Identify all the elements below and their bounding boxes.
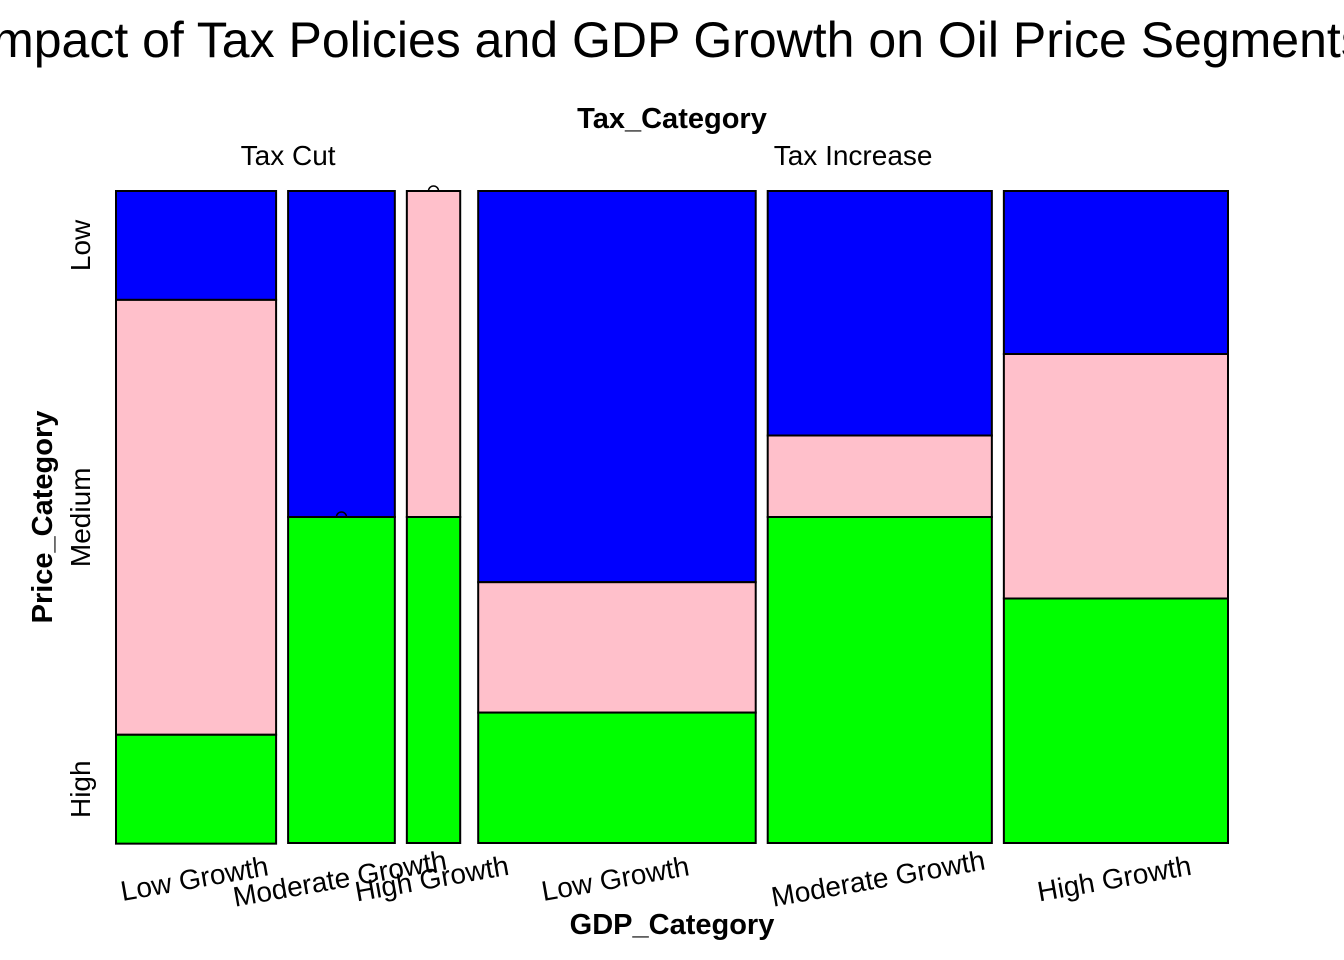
chart-title: Impact of Tax Policies and GDP Growth on…: [0, 12, 1344, 68]
y-level-label-low: Low: [65, 219, 96, 271]
mosaic-tile-1-1-low: [766, 190, 993, 437]
mosaic-tile-1-0-medium: [477, 581, 757, 714]
mosaic-tile-0-1-low: [287, 190, 396, 518]
x-tick-label-1-2: High Growth: [1035, 850, 1194, 908]
y-level-label-medium: Medium: [65, 468, 96, 568]
mosaic-tile-0-1-high: [287, 516, 396, 844]
mosaic-tile-1-0-high: [477, 711, 757, 844]
mosaic-tile-1-2-medium: [1002, 353, 1229, 600]
x-tick-label-1-0: Low Growth: [539, 850, 692, 906]
top-group-label-0: Tax Cut: [241, 140, 336, 171]
mosaic-tile-0-0-low: [115, 190, 278, 301]
mosaic-tile-1-1-high: [766, 516, 993, 844]
mosaic-tile-0-2-high: [405, 516, 462, 844]
top-variable-label: Tax_Category: [577, 103, 767, 135]
mosaic-tile-0-0-high: [115, 733, 278, 845]
mosaic-tile-0-0-medium: [115, 298, 278, 736]
y-level-label-high: High: [65, 760, 96, 818]
mosaic-tile-1-2-high: [1002, 597, 1229, 844]
top-group-label-1: Tax Increase: [774, 140, 933, 171]
mosaic-cells: [115, 185, 1229, 845]
mosaic-tile-1-2-low: [1002, 190, 1229, 355]
y-variable-label: Price_Category: [27, 411, 59, 624]
mosaic-tile-0-2-medium: [405, 190, 462, 518]
x-variable-label: GDP_Category: [570, 909, 775, 941]
mosaic-tile-1-1-medium: [766, 434, 993, 518]
mosaic-tile-1-0-low: [477, 190, 757, 584]
x-tick-label-1-1: Moderate Growth: [769, 845, 987, 913]
